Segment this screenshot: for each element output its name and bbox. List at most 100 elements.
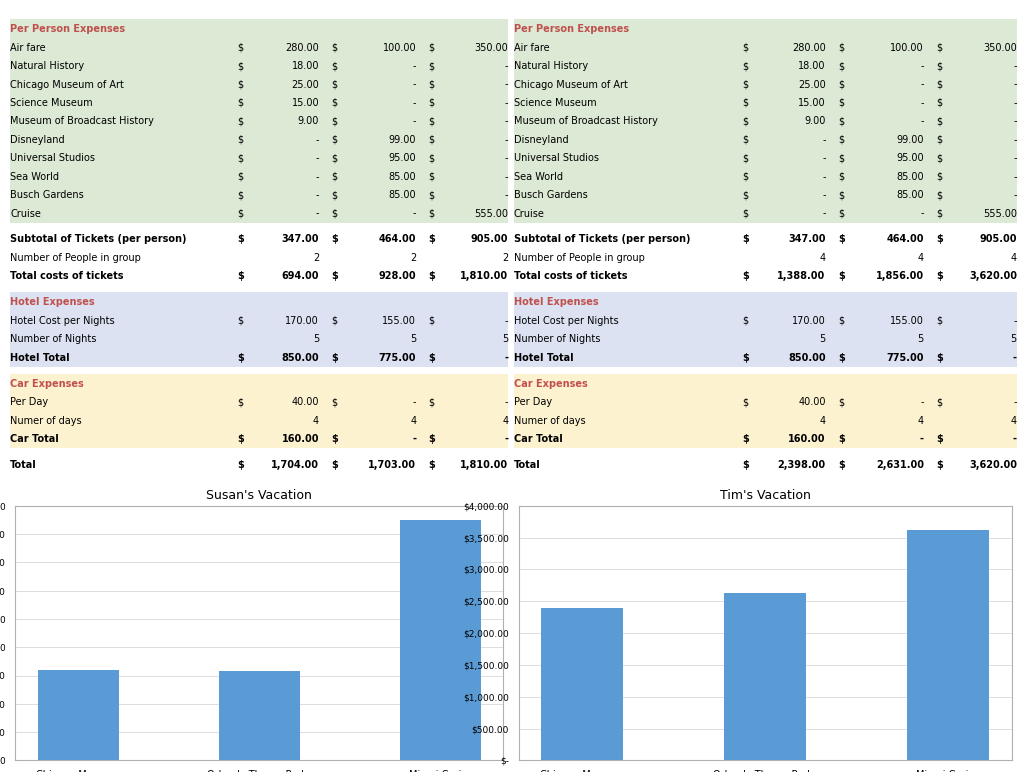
Text: $: $ [331,190,337,200]
Text: -: - [1014,398,1017,408]
Text: 4: 4 [1011,416,1017,426]
Text: -: - [505,117,509,127]
Title: Susan's Vacation: Susan's Vacation [206,489,313,502]
Text: 4: 4 [1011,252,1017,262]
Text: $: $ [838,208,844,218]
Bar [513,374,1017,449]
Text: $: $ [936,434,943,444]
Text: Hotel Cost per Nights: Hotel Cost per Nights [10,316,114,326]
Text: 100.00: 100.00 [382,42,416,52]
Text: 1,856.00: 1,856.00 [876,271,924,281]
Text: Sea World: Sea World [10,171,59,181]
Bar [10,374,509,449]
Text: 1,810.00: 1,810.00 [460,460,509,470]
Text: -: - [413,208,416,218]
Text: $: $ [237,190,243,200]
Text: -: - [822,135,826,145]
Text: 1,810.00: 1,810.00 [460,271,509,281]
Text: $: $ [936,80,942,90]
Text: Total costs of tickets: Total costs of tickets [10,271,124,281]
Text: 5: 5 [502,334,509,344]
Text: 170.00: 170.00 [792,316,826,326]
Text: 5: 5 [918,334,924,344]
Text: Hotel Total: Hotel Total [513,353,573,363]
Text: Per Day: Per Day [513,398,552,408]
Text: -: - [1014,316,1017,326]
Text: $: $ [743,153,749,163]
Text: $: $ [743,434,749,444]
Text: -: - [505,171,509,181]
Text: $: $ [743,42,749,52]
Text: 18.00: 18.00 [798,61,826,71]
Text: $: $ [429,153,434,163]
Text: -: - [412,434,416,444]
Text: 99.00: 99.00 [388,135,416,145]
Text: $: $ [429,98,434,108]
Bar [541,608,623,760]
Text: -: - [1013,434,1017,444]
Text: Universal Studios: Universal Studios [513,153,599,163]
Text: $: $ [838,61,844,71]
Text: $: $ [936,353,943,363]
Text: $: $ [743,80,749,90]
Text: $: $ [743,271,749,281]
Text: Subtotal of Tickets (per person): Subtotal of Tickets (per person) [10,234,187,244]
Text: Disneyland: Disneyland [513,135,568,145]
Text: 160.00: 160.00 [788,434,826,444]
Text: $: $ [237,271,243,281]
Text: 85.00: 85.00 [896,190,924,200]
Text: $: $ [429,42,434,52]
Text: 85.00: 85.00 [896,171,924,181]
Text: 160.00: 160.00 [282,434,319,444]
Text: Total costs of tickets: Total costs of tickets [513,271,628,281]
Text: -: - [505,61,509,71]
Text: Sea World: Sea World [513,171,562,181]
Text: -: - [920,117,924,127]
Text: Numer of days: Numer of days [10,416,82,426]
Text: -: - [505,434,509,444]
Text: $: $ [838,80,844,90]
Text: -: - [505,153,509,163]
Text: $: $ [331,61,337,71]
Text: $: $ [331,42,337,52]
Text: 9.00: 9.00 [804,117,826,127]
Text: $: $ [743,208,749,218]
Text: $: $ [743,353,749,363]
Text: $: $ [429,171,434,181]
Text: -: - [1014,98,1017,108]
Bar [724,593,806,760]
Text: $: $ [237,153,243,163]
Text: $: $ [838,434,845,444]
Text: Number of Nights: Number of Nights [513,334,600,344]
Text: $: $ [237,80,243,90]
Text: -: - [505,135,509,145]
Text: -: - [1014,117,1017,127]
Text: -: - [316,208,319,218]
Text: $: $ [429,208,434,218]
Text: 850.00: 850.00 [788,353,826,363]
Text: -: - [920,208,924,218]
Text: 2: 2 [410,252,416,262]
Text: -: - [920,398,924,408]
Text: 4: 4 [918,252,924,262]
Text: $: $ [237,171,243,181]
Text: $: $ [429,316,434,326]
Text: 15.00: 15.00 [291,98,319,108]
Text: 155.00: 155.00 [382,316,416,326]
Text: 464.00: 464.00 [886,234,924,244]
Text: $: $ [936,460,943,470]
Text: $: $ [838,398,844,408]
Text: $: $ [331,171,337,181]
Bar [513,293,1017,367]
Text: Subtotal of Tickets (per person): Subtotal of Tickets (per person) [513,234,690,244]
Text: 5: 5 [820,334,826,344]
Text: $: $ [237,460,243,470]
Text: $: $ [331,460,338,470]
Text: -: - [316,190,319,200]
Text: $: $ [331,135,337,145]
Text: $: $ [838,135,844,145]
Text: $: $ [936,117,942,127]
Text: 100.00: 100.00 [890,42,924,52]
Text: $: $ [936,271,943,281]
Text: 1,704.00: 1,704.00 [271,460,319,470]
